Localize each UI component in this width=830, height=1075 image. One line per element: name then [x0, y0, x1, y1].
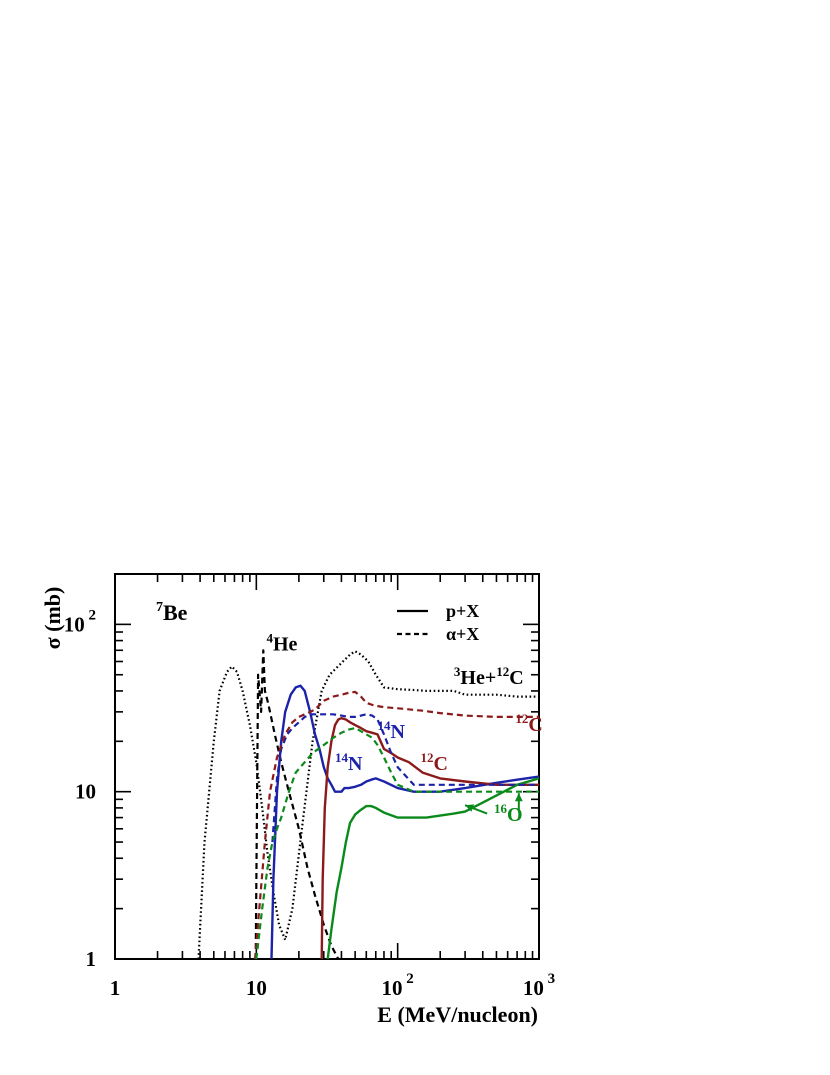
- y-tick-label: 10: [75, 780, 96, 804]
- x-tick-label: 10 2: [382, 971, 414, 1000]
- series-line-5: [271, 713, 539, 843]
- series-line-0: [197, 650, 539, 960]
- series-annotation-2: 12C: [515, 711, 542, 736]
- series-layer: [197, 649, 540, 960]
- series-annotation-0: 4He: [266, 630, 297, 655]
- panel-label-sup: 7: [156, 600, 163, 615]
- series-annotation-3: 14N: [378, 718, 406, 743]
- annotation-arrowhead-0: [465, 804, 475, 812]
- series-annotation-4: 14N: [335, 750, 363, 775]
- panel-label-text: Be: [163, 600, 188, 625]
- axis-ticks: 1 10 10 2 10 3 1 10 10 2: [64, 573, 555, 1000]
- series-annotation-1: 3He+12C: [454, 664, 524, 689]
- series-line-3: [320, 717, 539, 960]
- legend-label-p: p+X: [446, 601, 479, 621]
- series-line-2: [270, 684, 540, 960]
- series-line-1: [254, 649, 340, 960]
- legend-label-alpha: α+X: [446, 624, 479, 644]
- y-tick-label: 1: [86, 947, 97, 971]
- series-line-7: [255, 726, 539, 960]
- x-tick-label: 1: [110, 976, 121, 1000]
- plot-frame: [114, 573, 540, 960]
- x-tick-label: 10: [246, 976, 267, 1000]
- annotation-arrowhead-1: [514, 793, 523, 802]
- y-tick-label: 10 2: [64, 607, 96, 636]
- series-line-6: [254, 690, 539, 960]
- y-axis-label: σ (mb): [40, 587, 65, 650]
- panel-label: 7Be: [156, 600, 188, 625]
- x-axis-label: E (MeV/nucleon): [377, 1002, 538, 1027]
- x-tick-label: 10 3: [523, 971, 555, 1000]
- series-annotation-5: 12C: [420, 750, 447, 775]
- legend: p+X α+X: [397, 601, 479, 644]
- series-line-4: [326, 777, 540, 960]
